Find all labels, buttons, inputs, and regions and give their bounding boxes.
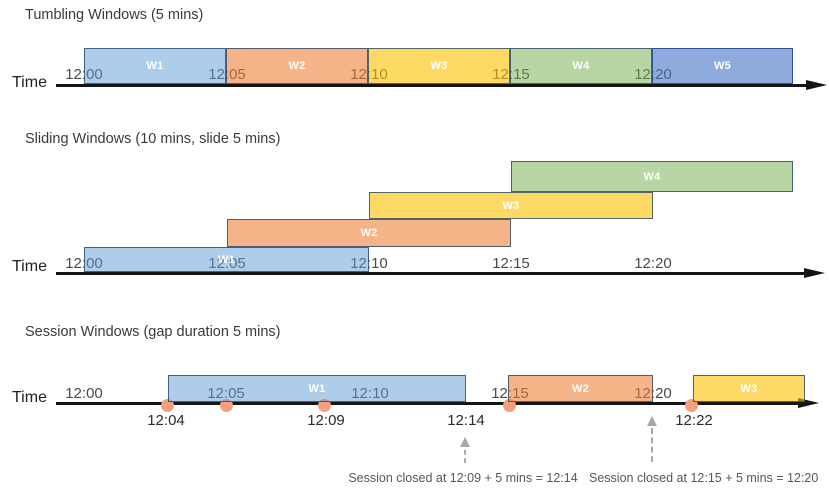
sliding-tick-label: 12:20 (634, 255, 672, 272)
event-time-label: 12:22 (675, 412, 713, 429)
session-time-axis (56, 402, 798, 405)
sliding-window-w1: W1 (84, 247, 369, 272)
sliding-time-axis-label: Time (12, 258, 47, 275)
sliding-window-w4: W4 (511, 161, 793, 192)
event-dot (161, 399, 174, 412)
annotation-arrow-up-icon (647, 416, 657, 426)
window-label: W2 (360, 227, 378, 239)
tumbling-axis-arrowhead-icon (806, 80, 827, 90)
annotation-arrow-line (464, 450, 466, 463)
session-time-axis-label: Time (12, 389, 47, 406)
sliding-title: Sliding Windows (10 mins, slide 5 mins) (25, 131, 281, 147)
tumbling-window-w5: W5 (652, 48, 793, 84)
tumbling-title: Tumbling Windows (5 mins) (25, 7, 204, 23)
sliding-window-w3: W3 (369, 192, 653, 219)
window-label: W1 (217, 253, 236, 266)
window-label: W2 (571, 382, 590, 395)
tumbling-window-w4: W4 (510, 48, 652, 84)
session-window-w2: W2 (508, 375, 653, 402)
event-dot (503, 399, 516, 412)
sliding-time-axis (56, 272, 804, 275)
event-dot (685, 399, 698, 412)
session-axis-arrowhead-icon (798, 398, 819, 408)
annotation-arrow-up-icon (460, 437, 470, 447)
window-label: W4 (572, 60, 590, 72)
tumbling-window-w2: W2 (226, 48, 368, 84)
session-title: Session Windows (gap duration 5 mins) (25, 324, 281, 340)
event-dot (318, 399, 331, 412)
session-close-annotation: Session closed at 12:15 + 5 mins = 12:20 (589, 471, 819, 485)
session-tick-label: 12:00 (65, 385, 103, 402)
window-label: W1 (146, 60, 164, 72)
window-label: W1 (308, 382, 326, 395)
event-time-label: 12:09 (307, 412, 345, 429)
event-time-label: 12:14 (447, 412, 485, 429)
tumbling-window-w3: W3 (368, 48, 510, 84)
window-label: W3 (502, 199, 520, 212)
session-close-annotation: Session closed at 12:09 + 5 mins = 12:14 (348, 471, 578, 485)
session-window-w3: W3 (693, 375, 805, 402)
annotation-arrow-line (651, 428, 653, 462)
tumbling-time-axis-label: Time (12, 74, 47, 91)
session-window-w1: W1 (168, 375, 466, 402)
tumbling-window-w1: W1 (84, 48, 226, 84)
window-label: W4 (643, 170, 661, 183)
sliding-window-w2: W2 (227, 219, 511, 247)
sliding-tick-label: 12:15 (492, 255, 530, 272)
window-label: W5 (713, 60, 732, 72)
tumbling-time-axis (56, 84, 806, 87)
window-label: W3 (740, 382, 758, 395)
window-label: W3 (430, 60, 448, 72)
sliding-axis-arrowhead-icon (804, 268, 825, 278)
event-time-label: 12:04 (147, 412, 185, 429)
window-label: W2 (288, 60, 306, 72)
event-dot (220, 399, 233, 412)
